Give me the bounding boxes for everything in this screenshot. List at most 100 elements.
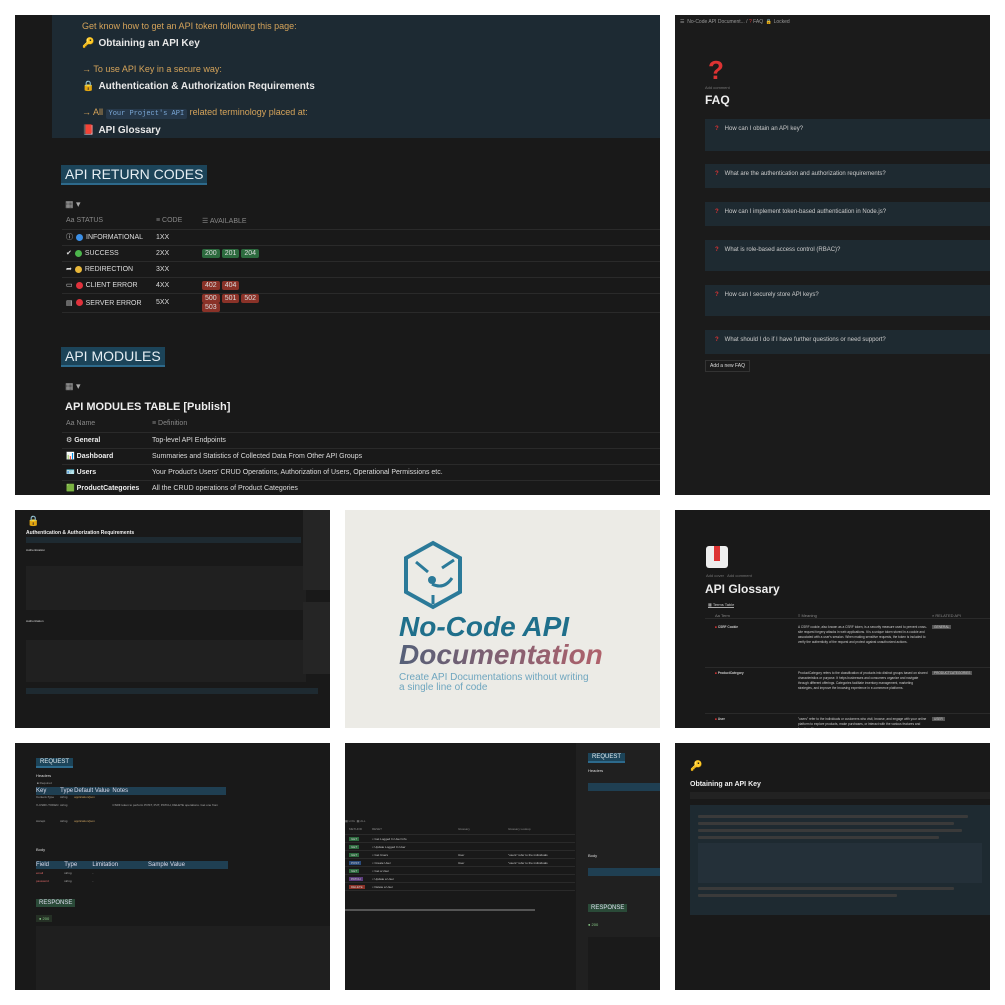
logo-panel: No-Code API Documentation Create API Doc… — [345, 510, 660, 728]
faq-item[interactable]: ? What should I do if I have further ques… — [705, 330, 990, 354]
request-panel: REQUEST Headers ■ Required Key Type Defaul… — [15, 743, 330, 990]
code-tag: 501 — [221, 293, 240, 303]
faq-item[interactable]: ? How can I obtain an API key? — [705, 119, 990, 151]
table-row[interactable]: ⓘ INFORMATIONAL 1XX — [62, 229, 660, 246]
modules-table: Aa Name ≡ Definition ⚙ General Top-level A… — [62, 416, 660, 495]
page-title: API Glossary — [705, 582, 780, 596]
table-row[interactable]: 📊 Dashboard Summaries and Statistics of C… — [62, 448, 660, 465]
glossary-panel: Add cover Add comment API Glossary ▦ Ter… — [675, 510, 990, 728]
code-tag: 503 — [202, 302, 220, 312]
status-icon: ➦ — [66, 266, 72, 273]
code-tag: 204 — [241, 248, 260, 258]
endpoint-row[interactable]: GET ⌕ Get Users User "users" refer to the i… — [345, 851, 575, 859]
intro-callout: Get know how to get an API token followi… — [52, 15, 660, 138]
question-icon: ? — [715, 292, 719, 298]
lock-icon: 🔒 — [82, 81, 95, 92]
add-comment[interactable]: Add comment — [705, 85, 730, 90]
endpoints-panel: ▦ LOG ▦ ALL METHOD RESET Glossary Glossary … — [345, 743, 660, 990]
body-table: Field Type Limitation Sample Value email str… — [36, 861, 228, 885]
faq-item[interactable]: ? What is role-based access control (RBAC… — [705, 240, 990, 271]
endpoint-row[interactable]: PATCH ⌕ Update a User — [345, 875, 575, 883]
bookmark-book-icon — [706, 546, 728, 568]
code-block — [26, 640, 306, 682]
table-view-icon[interactable]: ▦ ▾ — [65, 381, 81, 391]
endpoint-row[interactable]: GET ⌕ Get Logged In User Info — [345, 835, 575, 843]
modules-heading: API MODULES — [61, 347, 165, 367]
headers-table: Key Type Default Value Notes Content-Type st… — [36, 787, 226, 827]
related-api-tag: GENERAL — [932, 625, 952, 629]
module-icon: ⚙ — [66, 437, 73, 444]
steps-callout — [690, 805, 990, 915]
add-faq-button[interactable]: Add a new FAQ — [705, 360, 751, 372]
question-icon: ? — [715, 171, 719, 177]
faq-item[interactable]: ? How can I implement token-based authent… — [705, 202, 990, 226]
table-row[interactable]: ■ ProductCategory ProductCategory refers … — [705, 668, 990, 714]
side-menu[interactable] — [303, 510, 330, 590]
table-row[interactable]: 🪪 Users Your Product's Users' CRUD Operat… — [62, 464, 660, 481]
return-codes-heading: API RETURN CODES — [61, 165, 208, 185]
table-view-icon[interactable]: ▦ ▾ — [65, 199, 81, 209]
return-codes-table: Aa STATUS ≡ CODE ☰ AVAILABLE ⓘ INFORMATIONA… — [62, 213, 660, 313]
question-icon: ? — [715, 209, 719, 215]
method-badge: PATCH — [349, 876, 363, 881]
method-badge: GET — [349, 844, 360, 849]
table-row: Content-Type string application/json — [36, 795, 95, 799]
module-icon: 🪪 — [66, 469, 75, 476]
glossary-link[interactable]: 📕 API Glossary — [82, 125, 161, 136]
page-title: Obtaining an API Key — [690, 781, 761, 788]
faq-item[interactable]: ? How can I securely store API keys? — [705, 285, 990, 316]
method-badge: GET — [349, 868, 360, 873]
status-badge: ● 200 — [588, 922, 599, 927]
table-row[interactable]: ➦ REDIRECTION 3XX — [62, 261, 660, 278]
endpoint-row[interactable]: POST ⌕ Create User User "users" refer to th… — [345, 859, 575, 867]
code-block — [26, 566, 306, 610]
code-tag: 200 — [202, 248, 220, 258]
related-api-tag: USER — [932, 717, 945, 721]
book-icon: 📕 — [82, 125, 95, 136]
table-row[interactable]: ▭ CLIENT ERROR 4XX 402 404 — [62, 277, 660, 294]
table-row: X-CSRF-TOKEN string CSRF token to perform … — [36, 803, 218, 807]
table-row[interactable]: ✔ SUCCESS 2XX 200 201 204 — [62, 245, 660, 262]
status-icon: ✔ — [66, 250, 72, 257]
key-icon: 🔑 — [690, 761, 703, 772]
required-badge: ■ Required — [37, 781, 52, 785]
page-title: FAQ — [705, 93, 730, 107]
obtaining-panel: 🔑 Obtaining an API Key — [675, 743, 990, 990]
endpoint-row[interactable]: GET ⌕ Get a User — [345, 867, 575, 875]
table-row[interactable]: ▤ SERVER ERROR 5XX 500 501 502503 — [62, 293, 660, 313]
question-icon: ? — [715, 247, 719, 253]
faq-item[interactable]: ? What are the authentication and authori… — [705, 164, 990, 188]
key-icon: 🔑 — [82, 38, 95, 49]
obtaining-link[interactable]: 🔑 Obtaining an API Key — [82, 38, 200, 49]
table-row: email string - — [36, 871, 94, 875]
side-menu[interactable] — [303, 602, 330, 674]
endpoint-row[interactable]: GET ⌕ Update Logged In User — [345, 843, 575, 851]
auth-link[interactable]: 🔒 Authentication & Authorization Requirem… — [82, 81, 315, 92]
method-badge: POST — [349, 860, 362, 865]
status-badge: ● 200 — [36, 915, 53, 922]
table-row[interactable]: 🟩 ProductCategories All the CRUD operatio… — [62, 480, 660, 495]
code-tag: 201 — [221, 248, 240, 258]
status-icon: ⓘ — [66, 234, 73, 241]
table-row: Accept string application/json — [36, 819, 95, 823]
related-api-tag: PRODUCTCATEGORIES — [932, 671, 973, 675]
tab-terms-table[interactable]: ▦ Terms Table — [708, 602, 735, 608]
table-row[interactable]: ■ CSRF Cookie A CSRF cookie, also known a… — [705, 622, 990, 668]
response-code-block — [36, 926, 330, 990]
table-row[interactable]: ■ User "users" refer to the individuals o… — [705, 714, 990, 728]
table-row: password string - — [36, 879, 94, 883]
breadcrumb[interactable]: ☰ No-Code API Document... / ? FAQ 🔒 Lock… — [680, 19, 790, 25]
cube-plug-logo-icon — [404, 540, 462, 610]
modules-table-title: API MODULES TABLE [Publish] — [65, 401, 231, 413]
question-icon: ? — [715, 126, 719, 132]
module-icon: 🟩 — [66, 485, 75, 492]
module-icon: 📊 — [66, 453, 75, 460]
endpoint-row[interactable]: DELETE ⌕ Delete a User — [345, 883, 575, 891]
question-icon: ? — [715, 337, 719, 343]
code-tag: 402 — [202, 280, 220, 290]
method-badge: GET — [349, 852, 360, 857]
horizontal-scrollbar[interactable] — [345, 909, 535, 911]
table-row[interactable]: ⚙ General Top-level API Endpoints — [62, 432, 660, 449]
lock-icon: 🔒 — [27, 516, 40, 527]
auth-panel: 🔒 Authentication & Authorization Require… — [15, 510, 330, 728]
